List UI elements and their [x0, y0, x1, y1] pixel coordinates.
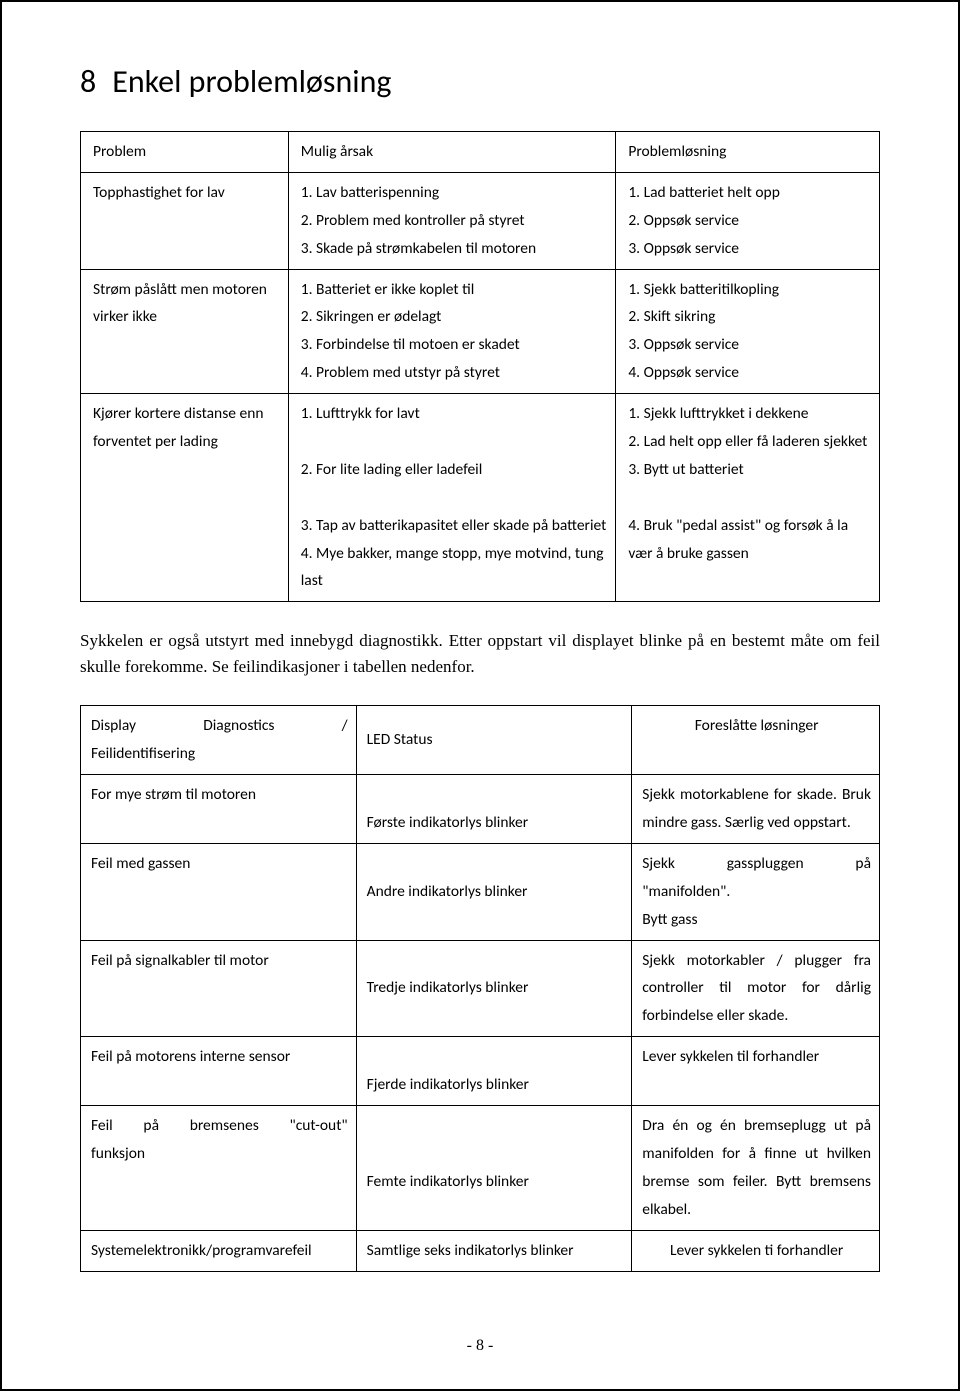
rest: funksjon [91, 1140, 348, 1168]
hdr-word: Foreslåtte løsninger [695, 716, 819, 735]
body-paragraph: Sykkelen er også utstyrt med innebygd di… [80, 628, 880, 679]
th-led: LED Status [356, 706, 632, 775]
table-row: Strøm påslått men motoren virker ikke 1.… [81, 269, 880, 394]
cell: Samtlige seks indikatorlys blinker [356, 1230, 632, 1271]
cell: 1. Sjekk batteritilkopling 2. Skift sikr… [616, 269, 880, 394]
cell: Lever sykkelen til forhandler [632, 1037, 880, 1106]
cell: Første indikatorlys blinker [356, 775, 632, 844]
table-row: Feil på motorens interne sensor Fjerde i… [81, 1037, 880, 1106]
chapter-number: 8 [80, 62, 96, 101]
w: "cut-out" [290, 1112, 348, 1140]
hdr-word: LED Status [367, 730, 433, 749]
cell: Kjører kortere distanse enn forventet pe… [81, 394, 289, 602]
w: bremsenes [190, 1112, 259, 1140]
w: på [143, 1112, 159, 1140]
cell: Strøm påslått men motoren virker ikke [81, 269, 289, 394]
table-row: Systemelektronikk/programvarefeil Samtli… [81, 1230, 880, 1271]
chapter-title-text: Enkel problemløsning [112, 62, 391, 101]
cell: 1. Batteriet er ikke koplet til 2. Sikri… [288, 269, 616, 394]
page: 8 Enkel problemløsning Problem Mulig årsa… [0, 0, 960, 1391]
w: på [855, 850, 871, 878]
cell: Sjekk motorkabler / plugger fra controll… [632, 940, 880, 1037]
page-number: - 8 - [2, 1337, 958, 1355]
table-row: Kjører kortere distanse enn forventet pe… [81, 394, 880, 602]
cell: 1. Lad batteriet helt opp 2. Oppsøk serv… [616, 172, 880, 269]
th-problem: Problem [81, 132, 289, 173]
hdr-word: Diagnostics [203, 712, 274, 740]
cell: Andre indikatorlys blinker [356, 843, 632, 940]
cell: Sjekk motorkablene for skade. Bruk mindr… [632, 775, 880, 844]
th-cause: Mulig årsak [288, 132, 616, 173]
hdr-word: Display [91, 712, 136, 740]
cell: Femte indikatorlys blinker [356, 1106, 632, 1231]
rest: "manifolden". Bytt gass [642, 878, 871, 934]
w: Sjekk [642, 850, 675, 878]
cell: Fjerde indikatorlys blinker [356, 1037, 632, 1106]
cell: Feil på signalkabler til motor [81, 940, 357, 1037]
w: gasspluggen [727, 850, 804, 878]
cell: Sjekk gasspluggen på "manifolden". Bytt … [632, 843, 880, 940]
table-row: Feil på bremsenes "cut-out" funksjon Fem… [81, 1106, 880, 1231]
table-row: Feil på signalkabler til motor Tredje in… [81, 940, 880, 1037]
th-solution: Problemløsning [616, 132, 880, 173]
cell: Feil på motorens interne sensor [81, 1037, 357, 1106]
cell: Tredje indikatorlys blinker [356, 940, 632, 1037]
diagnostics-table: Display Diagnostics / Feilidentifisering… [80, 705, 880, 1271]
cell: Systemelektronikk/programvarefeil [81, 1230, 357, 1271]
cell: Topphastighet for lav [81, 172, 289, 269]
hdr-word: Feilidentifisering [91, 740, 348, 768]
page-title: 8 Enkel problemløsning [80, 62, 880, 101]
cell: 1. Sjekk lufttrykket i dekkene 2. Lad he… [616, 394, 880, 602]
table-header-row: Display Diagnostics / Feilidentifisering… [81, 706, 880, 775]
w: Feil [91, 1112, 113, 1140]
cell: Feil med gassen [81, 843, 357, 940]
table-header-row: Problem Mulig årsak Problemløsning [81, 132, 880, 173]
cell: 1. Lufttrykk for lavt 2. For lite lading… [288, 394, 616, 602]
troubleshoot-table: Problem Mulig årsak Problemløsning Topph… [80, 131, 880, 602]
th-solutions: Foreslåtte løsninger [632, 706, 880, 775]
th-display: Display Diagnostics / Feilidentifisering [81, 706, 357, 775]
cell: Lever sykkelen ti forhandler [632, 1230, 880, 1271]
table-row: Feil med gassen Andre indikatorlys blink… [81, 843, 880, 940]
cell: For mye strøm til motoren [81, 775, 357, 844]
cell: 1. Lav batterispenning 2. Problem med ko… [288, 172, 616, 269]
cell: Dra én og én bremseplugg ut på manifolde… [632, 1106, 880, 1231]
table-row: Topphastighet for lav 1. Lav batterispen… [81, 172, 880, 269]
table-row: For mye strøm til motoren Første indikat… [81, 775, 880, 844]
hdr-word: / [342, 712, 348, 740]
cell: Feil på bremsenes "cut-out" funksjon [81, 1106, 357, 1231]
